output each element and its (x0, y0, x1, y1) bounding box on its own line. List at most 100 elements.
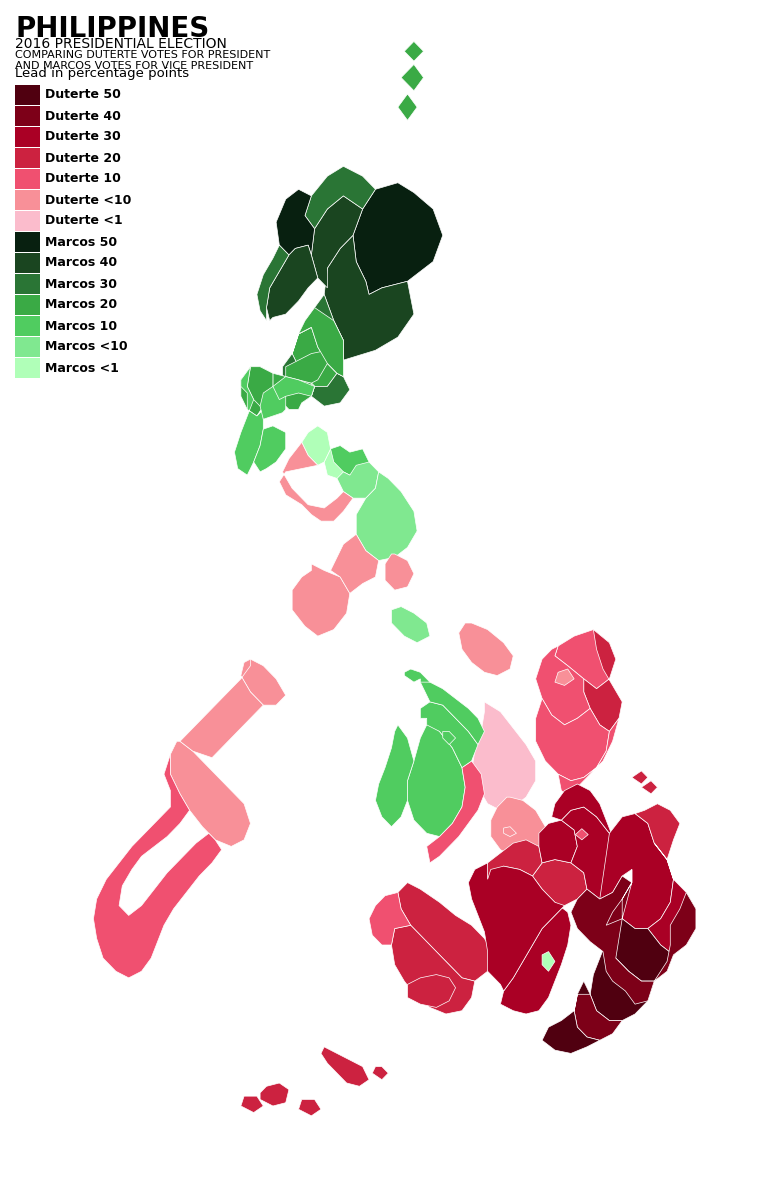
Polygon shape (635, 804, 680, 859)
Polygon shape (248, 367, 286, 416)
Polygon shape (471, 702, 536, 810)
Polygon shape (298, 307, 344, 377)
Text: AND MARCOS VOTES FOR VICE PRESIDENT: AND MARCOS VOTES FOR VICE PRESIDENT (15, 61, 253, 71)
Polygon shape (571, 870, 654, 1004)
Polygon shape (94, 755, 221, 978)
Polygon shape (267, 245, 318, 320)
Polygon shape (555, 630, 616, 689)
Polygon shape (488, 840, 542, 880)
Polygon shape (491, 797, 545, 857)
Polygon shape (561, 806, 622, 899)
Polygon shape (321, 1046, 369, 1086)
Polygon shape (647, 844, 696, 955)
Polygon shape (273, 377, 315, 400)
Polygon shape (292, 564, 350, 636)
Polygon shape (551, 784, 619, 853)
Bar (15, 253, 40, 272)
Polygon shape (286, 350, 344, 383)
Polygon shape (356, 472, 417, 560)
Text: Marcos <10: Marcos <10 (45, 341, 128, 354)
Polygon shape (574, 982, 622, 1040)
Polygon shape (375, 725, 414, 827)
Bar (15, 148, 40, 168)
Polygon shape (337, 462, 378, 498)
Polygon shape (404, 42, 424, 61)
Bar (15, 337, 40, 358)
Text: Duterte 10: Duterte 10 (45, 173, 121, 186)
Text: Duterte <1: Duterte <1 (45, 215, 122, 228)
Polygon shape (325, 445, 356, 479)
Text: Marcos 50: Marcos 50 (45, 235, 117, 248)
Polygon shape (353, 182, 443, 294)
Polygon shape (331, 534, 378, 594)
Polygon shape (632, 770, 647, 784)
Polygon shape (391, 606, 430, 643)
Polygon shape (385, 554, 414, 590)
Polygon shape (539, 820, 578, 863)
Polygon shape (279, 443, 353, 521)
Polygon shape (257, 245, 289, 320)
Polygon shape (532, 859, 587, 906)
Polygon shape (600, 814, 674, 929)
Polygon shape (488, 866, 542, 902)
Bar (15, 85, 40, 104)
Text: PHILIPPINES: PHILIPPINES (15, 14, 209, 43)
Polygon shape (241, 367, 315, 416)
Polygon shape (427, 761, 484, 863)
Polygon shape (298, 1099, 321, 1116)
Polygon shape (401, 65, 424, 91)
Polygon shape (171, 742, 251, 846)
Polygon shape (606, 899, 674, 982)
Polygon shape (311, 294, 344, 373)
Polygon shape (504, 827, 517, 836)
Polygon shape (590, 942, 654, 1020)
Polygon shape (276, 190, 315, 254)
Text: 2016 PRESIDENTIAL ELECTION: 2016 PRESIDENTIAL ELECTION (15, 37, 227, 50)
Polygon shape (641, 781, 657, 794)
Bar (15, 106, 40, 126)
Polygon shape (301, 426, 331, 466)
Polygon shape (468, 863, 564, 991)
Text: Duterte 50: Duterte 50 (45, 89, 121, 102)
Bar (15, 232, 40, 252)
Bar (15, 127, 40, 146)
Text: Marcos <1: Marcos <1 (45, 361, 119, 374)
Polygon shape (459, 623, 513, 676)
Bar (15, 169, 40, 188)
Bar (15, 190, 40, 210)
Polygon shape (408, 974, 455, 1008)
Polygon shape (654, 893, 696, 982)
Text: Marcos 20: Marcos 20 (45, 299, 117, 312)
Bar (15, 316, 40, 336)
Polygon shape (536, 698, 609, 781)
Polygon shape (292, 328, 337, 386)
Polygon shape (421, 702, 478, 768)
Polygon shape (398, 882, 494, 982)
Polygon shape (609, 814, 654, 876)
Polygon shape (235, 367, 263, 475)
Polygon shape (273, 373, 311, 409)
Polygon shape (584, 630, 622, 732)
Polygon shape (536, 646, 590, 725)
Text: COMPARING DUTERTE VOTES FOR PRESIDENT: COMPARING DUTERTE VOTES FOR PRESIDENT (15, 50, 270, 60)
Text: Duterte <10: Duterte <10 (45, 193, 131, 206)
Polygon shape (443, 732, 455, 744)
Bar (15, 295, 40, 314)
Text: Duterte 20: Duterte 20 (45, 151, 121, 164)
Polygon shape (331, 445, 369, 475)
Polygon shape (325, 235, 414, 360)
Polygon shape (260, 1082, 289, 1106)
Polygon shape (241, 659, 286, 706)
Polygon shape (575, 829, 588, 840)
Polygon shape (404, 670, 430, 682)
Text: Duterte 30: Duterte 30 (45, 131, 121, 144)
Polygon shape (501, 889, 571, 1014)
Polygon shape (542, 952, 555, 971)
Polygon shape (372, 1067, 388, 1080)
Text: Marcos 40: Marcos 40 (45, 257, 117, 270)
Polygon shape (282, 328, 315, 403)
Polygon shape (311, 373, 350, 406)
Polygon shape (305, 167, 375, 229)
Polygon shape (369, 893, 411, 946)
Polygon shape (555, 670, 574, 685)
